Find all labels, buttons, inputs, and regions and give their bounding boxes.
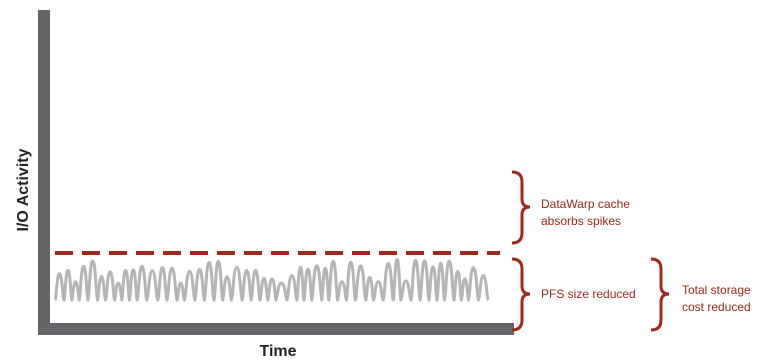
cache-annotation: DataWarp cache absorbs spikes <box>541 197 633 228</box>
total-cost-brace <box>650 257 670 332</box>
pfs-annotation: PFS size reduced <box>541 287 636 301</box>
cache-brace <box>511 170 531 245</box>
pfs-brace <box>511 257 531 332</box>
x-axis-label: Time <box>259 343 296 360</box>
cache-annotation-line-1: DataWarp cache <box>541 197 630 211</box>
total-cost-annotation: Total storage cost reduced <box>682 283 754 314</box>
x-axis <box>38 323 514 335</box>
total-cost-annotation-line-2: cost reduced <box>682 300 751 314</box>
total-cost-annotation-line-1: Total storage <box>682 283 751 297</box>
y-axis <box>38 10 50 335</box>
y-axis-label: I/O Activity <box>15 148 32 231</box>
cache-annotation-line-2: absorbs spikes <box>541 214 621 228</box>
io-activity-waveform <box>53 258 490 302</box>
